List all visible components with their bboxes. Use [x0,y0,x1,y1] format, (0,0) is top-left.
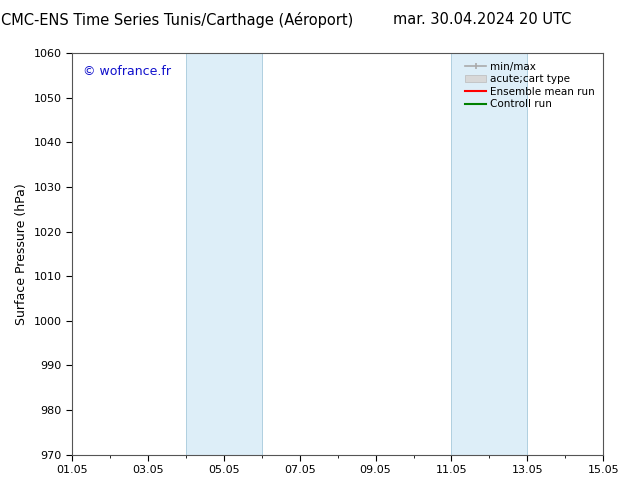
Bar [451,53,527,455]
Legend: min/max, acute;cart type, Ensemble mean run, Controll run: min/max, acute;cart type, Ensemble mean … [462,58,598,113]
Text: CMC-ENS Time Series Tunis/Carthage (Aéroport): CMC-ENS Time Series Tunis/Carthage (Aéro… [1,12,354,28]
Bar [186,53,262,455]
Y-axis label: Surface Pressure (hPa): Surface Pressure (hPa) [15,183,28,325]
Text: © wofrance.fr: © wofrance.fr [82,65,171,78]
Text: mar. 30.04.2024 20 UTC: mar. 30.04.2024 20 UTC [392,12,571,27]
